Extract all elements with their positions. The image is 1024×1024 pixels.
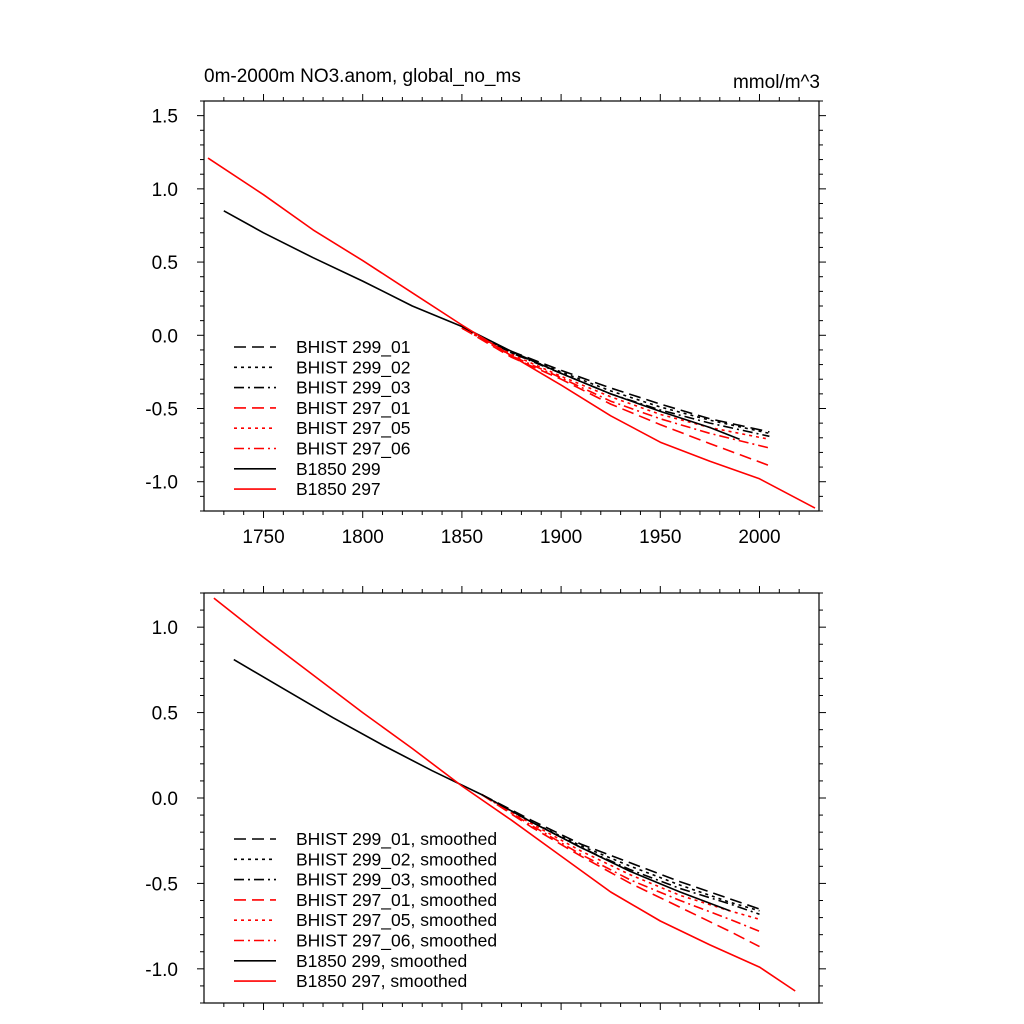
top-panel: 1750 1800 1850 1900 1950 2000 1.5 1.0 0.5 0.0 -0.5… bbox=[145, 94, 826, 548]
legend-label: BHIST 297_01 bbox=[296, 398, 410, 419]
legend-label: BHIST 297_05, smoothed bbox=[296, 910, 497, 931]
y-tick-label: 1.5 bbox=[152, 107, 178, 128]
series-line-top-2 bbox=[461, 327, 770, 438]
legend-label: BHIST 297_06 bbox=[296, 439, 410, 460]
series-line-top-3 bbox=[461, 327, 770, 467]
series-line-bottom-7 bbox=[213, 597, 796, 992]
y-tick-label: -1.0 bbox=[145, 960, 178, 981]
bottom-panel: 1.0 0.5 0.0 -0.5 -1.0 BHIST 299_01, smoothed… bbox=[145, 586, 826, 1010]
series-line-bottom-4 bbox=[481, 793, 760, 921]
y-tick-label: 0.0 bbox=[152, 326, 178, 347]
legend-label: B1850 299 bbox=[296, 459, 381, 479]
legend-label: BHIST 299_03, smoothed bbox=[296, 870, 497, 891]
series-line-top-6 bbox=[223, 210, 740, 441]
legend-label: BHIST 299_02 bbox=[296, 357, 410, 378]
legend-label: BHIST 297_01, smoothed bbox=[296, 890, 497, 911]
top-panel-series bbox=[207, 157, 816, 509]
legend-label: B1850 297 bbox=[296, 479, 381, 499]
top-panel-axes: 1750 1800 1850 1900 1950 2000 1.5 1.0 0.5 0.0 -0.5… bbox=[145, 94, 826, 548]
series-line-bottom-3 bbox=[481, 793, 760, 948]
legend-label: BHIST 297_05 bbox=[296, 418, 410, 439]
legend-label: BHIST 299_01 bbox=[296, 337, 410, 358]
x-tick-label: 1950 bbox=[639, 527, 681, 548]
x-tick-label: 1800 bbox=[342, 527, 384, 548]
legend-label: BHIST 299_03 bbox=[296, 378, 410, 399]
units-label: mmol/m^3 bbox=[733, 72, 820, 93]
y-tick-label: -0.5 bbox=[145, 400, 178, 421]
y-tick-label: 0.5 bbox=[152, 704, 178, 725]
y-tick-label: 0.0 bbox=[152, 789, 178, 810]
x-tick-label: 2000 bbox=[738, 527, 780, 548]
legend-label: BHIST 299_01, smoothed bbox=[296, 829, 497, 850]
series-line-top-7 bbox=[207, 157, 816, 509]
x-tick-label: 1900 bbox=[540, 527, 582, 548]
legend-label: B1850 297, smoothed bbox=[296, 971, 467, 991]
bottom-panel-series bbox=[213, 597, 796, 992]
series-line-top-1 bbox=[461, 327, 770, 435]
series-line-top-4 bbox=[461, 327, 770, 441]
series-line-bottom-2 bbox=[481, 793, 760, 915]
series-line-top-5 bbox=[461, 327, 770, 449]
bottom-panel-axes: 1.0 0.5 0.0 -0.5 -1.0 bbox=[145, 586, 826, 1010]
series-line-bottom-6 bbox=[233, 658, 730, 912]
x-tick-label: 1850 bbox=[441, 527, 483, 548]
legend-label: BHIST 299_02, smoothed bbox=[296, 849, 497, 870]
y-tick-label: 1.0 bbox=[152, 618, 178, 639]
series-line-top-0 bbox=[461, 327, 770, 433]
y-tick-label: 1.0 bbox=[152, 180, 178, 201]
series-line-bottom-0 bbox=[481, 793, 760, 910]
y-tick-label: -1.0 bbox=[145, 473, 178, 494]
y-tick-label: -0.5 bbox=[145, 874, 178, 895]
x-tick-label: 1750 bbox=[242, 527, 284, 548]
y-tick-label: 0.5 bbox=[152, 253, 178, 274]
legend-label: BHIST 297_06, smoothed bbox=[296, 931, 497, 952]
series-line-bottom-1 bbox=[481, 793, 760, 912]
legend-label: B1850 299, smoothed bbox=[296, 951, 467, 971]
chart-title: 0m-2000m NO3.anom, global_no_ms bbox=[204, 66, 521, 87]
